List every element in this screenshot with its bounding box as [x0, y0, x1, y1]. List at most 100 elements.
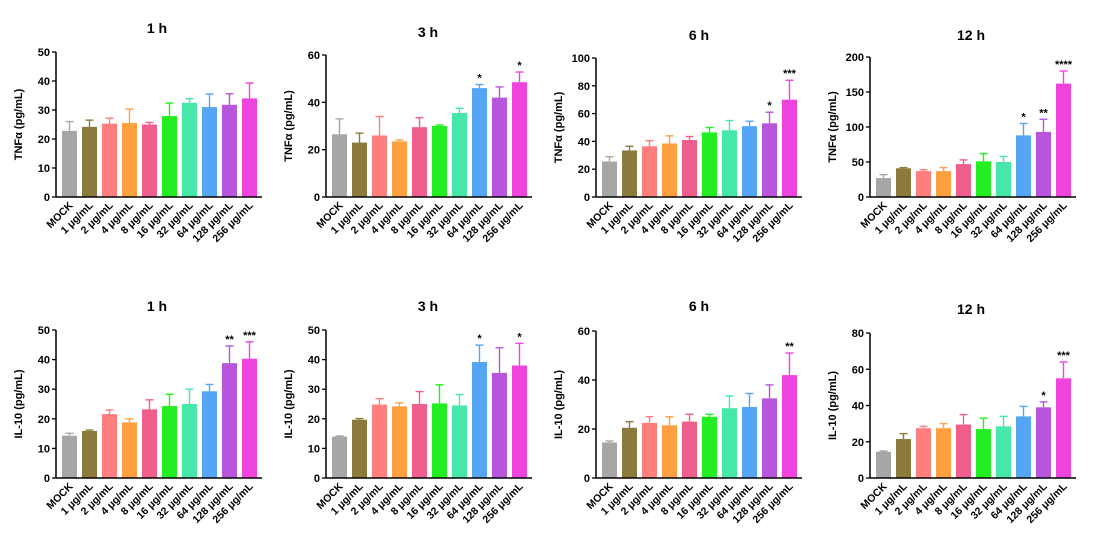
bar	[1016, 416, 1031, 478]
bar	[452, 112, 467, 197]
bar	[602, 161, 617, 197]
y-tick-label: 50	[38, 47, 50, 59]
y-tick-label: 80	[578, 81, 590, 93]
bar	[142, 409, 157, 478]
bar	[742, 126, 757, 197]
y-tick-label: 30	[38, 105, 50, 117]
significance-mark: ***	[1057, 350, 1071, 362]
significance-mark: ***	[783, 68, 797, 80]
y-tick-label: 150	[846, 87, 864, 99]
bar	[372, 135, 387, 197]
bar	[62, 130, 77, 197]
bar	[412, 127, 427, 197]
chart-title: 3 h	[418, 24, 438, 40]
bar	[142, 124, 157, 197]
y-tick-label: 0	[44, 192, 50, 204]
y-tick-label: 100	[846, 122, 864, 134]
y-tick-label: 0	[584, 192, 590, 204]
chart-title: 12 h	[957, 27, 985, 43]
y-tick-label: 10	[38, 163, 50, 175]
y-tick-label: 40	[38, 76, 50, 88]
bar	[352, 142, 367, 197]
y-axis-label: IL-10 (pg/mL)	[13, 369, 25, 438]
significance-mark: *	[517, 331, 522, 343]
bar	[392, 141, 407, 197]
y-tick-label: 80	[852, 328, 864, 340]
bar	[222, 363, 237, 478]
bar	[82, 126, 97, 197]
bar	[702, 132, 717, 197]
y-tick-label: 50	[38, 325, 50, 337]
y-axis-label: IL-10 (pg/mL)	[283, 369, 295, 438]
y-tick-label: 40	[308, 355, 320, 367]
bar	[202, 391, 217, 478]
chart-title: 1 h	[147, 20, 167, 36]
bar	[1036, 131, 1051, 197]
bar	[492, 97, 507, 197]
y-tick-label: 50	[308, 325, 320, 337]
y-tick-label: 40	[852, 401, 864, 413]
y-tick-label: 20	[578, 424, 590, 436]
bar	[762, 123, 777, 197]
y-axis-label: IL-10 (pg/mL)	[827, 371, 839, 440]
bar	[936, 171, 951, 197]
chart-title: 6 h	[689, 27, 709, 43]
y-tick-label: 10	[308, 443, 320, 455]
bar	[412, 404, 427, 478]
chart-title: 3 h	[418, 298, 438, 314]
y-tick-label: 0	[858, 192, 864, 204]
bar	[722, 408, 737, 478]
y-tick-label: 60	[852, 364, 864, 376]
bar	[602, 442, 617, 478]
bar	[642, 422, 657, 478]
bar	[916, 171, 931, 197]
y-tick-label: 200	[846, 52, 864, 64]
bar	[512, 82, 527, 197]
chart-title: 6 h	[689, 298, 709, 314]
y-axis-label: TNFα (pg/mL)	[553, 91, 565, 163]
y-axis-label: TNFα (pg/mL)	[13, 88, 25, 160]
bar	[622, 427, 637, 478]
y-tick-label: 0	[314, 473, 320, 485]
bar	[956, 424, 971, 478]
y-tick-label: 0	[314, 192, 320, 204]
y-tick-label: 0	[584, 473, 590, 485]
bar	[242, 358, 257, 478]
bar	[682, 140, 697, 197]
bar	[332, 436, 347, 478]
significance-mark: **	[225, 334, 234, 346]
significance-mark: *	[517, 60, 522, 72]
y-tick-label: 100	[572, 53, 590, 65]
bar	[642, 146, 657, 197]
significance-mark: ***	[243, 330, 257, 342]
bar	[782, 99, 797, 197]
y-tick-label: 40	[38, 355, 50, 367]
significance-mark: *	[477, 73, 482, 85]
bar	[392, 406, 407, 478]
significance-mark: **	[1039, 107, 1048, 119]
bar	[622, 150, 637, 197]
significance-mark: *	[1021, 112, 1026, 124]
bar	[82, 430, 97, 478]
bar	[332, 134, 347, 197]
bar	[432, 126, 447, 197]
y-tick-label: 20	[308, 414, 320, 426]
significance-mark: *	[477, 333, 482, 345]
y-tick-label: 20	[578, 164, 590, 176]
bar	[702, 416, 717, 478]
bar	[876, 178, 891, 197]
bar	[472, 88, 487, 197]
bar	[722, 130, 737, 197]
y-tick-label: 60	[578, 326, 590, 338]
bar	[102, 123, 117, 197]
bar	[782, 375, 797, 478]
bar	[936, 428, 951, 478]
bar	[162, 116, 177, 197]
